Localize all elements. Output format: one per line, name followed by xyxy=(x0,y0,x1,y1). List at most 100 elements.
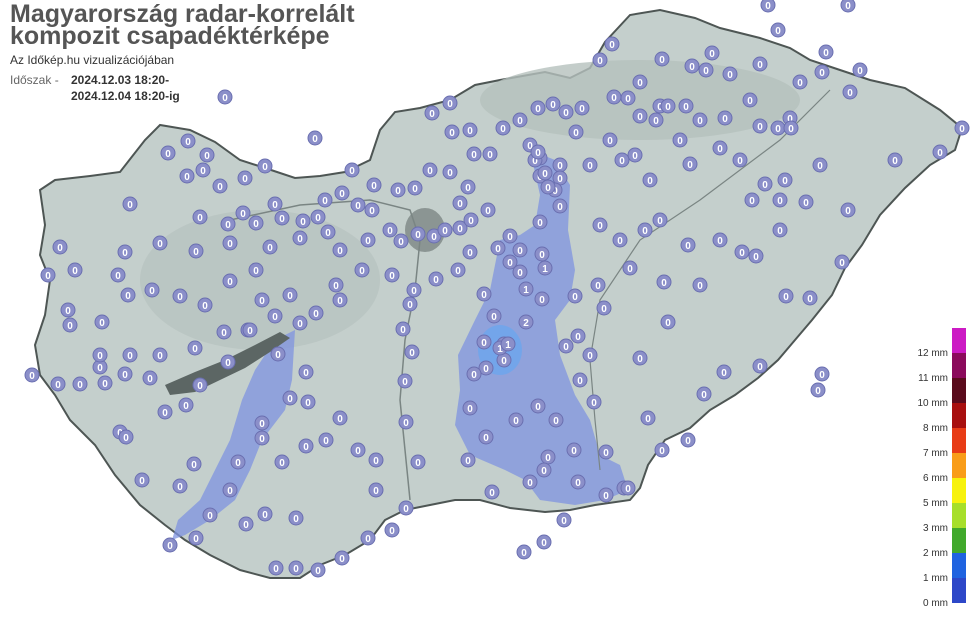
station-marker[interactable]: 0 xyxy=(122,196,138,212)
station-marker[interactable]: 0 xyxy=(134,472,150,488)
station-marker[interactable]: 0 xyxy=(778,288,794,304)
station-marker[interactable]: 0 xyxy=(567,288,583,304)
station-marker[interactable]: 0 xyxy=(660,314,676,330)
station-marker[interactable]: 0 xyxy=(187,340,203,356)
station-marker[interactable]: 0 xyxy=(712,140,728,156)
station-marker[interactable]: 0 xyxy=(632,108,648,124)
station-marker[interactable]: 0 xyxy=(540,449,556,465)
station-marker[interactable]: 0 xyxy=(810,382,826,398)
station-marker[interactable]: 0 xyxy=(217,89,233,105)
station-marker[interactable]: 0 xyxy=(622,260,638,276)
station-marker[interactable]: 0 xyxy=(716,364,732,380)
station-marker[interactable]: 0 xyxy=(452,195,468,211)
station-marker[interactable]: 0 xyxy=(818,44,834,60)
station-marker[interactable]: 0 xyxy=(192,209,208,225)
station-marker[interactable]: 0 xyxy=(292,230,308,246)
station-marker[interactable]: 0 xyxy=(368,452,384,468)
station-marker[interactable]: 0 xyxy=(422,162,438,178)
station-marker[interactable]: 0 xyxy=(534,246,550,262)
station-marker[interactable]: 0 xyxy=(220,354,236,370)
station-marker[interactable]: 0 xyxy=(180,133,196,149)
station-marker[interactable]: 0 xyxy=(537,165,553,181)
station-marker[interactable]: 0 xyxy=(160,145,176,161)
station-marker[interactable]: 1 xyxy=(500,336,516,352)
station-marker[interactable]: 0 xyxy=(178,397,194,413)
station-marker[interactable]: 0 xyxy=(648,112,664,128)
station-marker[interactable]: 0 xyxy=(267,308,283,324)
station-marker[interactable]: 0 xyxy=(292,315,308,331)
station-marker[interactable]: 0 xyxy=(450,262,466,278)
station-marker[interactable]: 0 xyxy=(442,164,458,180)
station-marker[interactable]: 0 xyxy=(770,120,786,136)
station-marker[interactable]: 0 xyxy=(654,442,670,458)
station-marker[interactable]: 0 xyxy=(397,373,413,389)
station-marker[interactable]: 0 xyxy=(402,296,418,312)
station-marker[interactable]: 0 xyxy=(592,217,608,233)
station-marker[interactable]: 0 xyxy=(172,478,188,494)
station-marker[interactable]: 0 xyxy=(734,244,750,260)
station-marker[interactable]: 0 xyxy=(696,386,712,402)
station-marker[interactable]: 0 xyxy=(142,370,158,386)
station-marker[interactable]: 0 xyxy=(118,429,134,445)
station-marker[interactable]: 0 xyxy=(257,158,273,174)
station-marker[interactable]: 0 xyxy=(772,222,788,238)
station-marker[interactable]: 0 xyxy=(536,462,552,478)
station-marker[interactable]: 0 xyxy=(444,124,460,140)
station-marker[interactable]: 0 xyxy=(672,132,688,148)
station-marker[interactable]: 0 xyxy=(97,375,113,391)
station-marker[interactable]: 0 xyxy=(230,454,246,470)
station-marker[interactable]: 0 xyxy=(317,192,333,208)
station-marker[interactable]: 0 xyxy=(566,442,582,458)
station-marker[interactable]: 0 xyxy=(574,100,590,116)
station-marker[interactable]: 0 xyxy=(274,454,290,470)
station-marker[interactable]: 0 xyxy=(220,216,236,232)
station-marker[interactable]: 0 xyxy=(235,205,251,221)
station-marker[interactable]: 0 xyxy=(262,239,278,255)
station-marker[interactable]: 0 xyxy=(460,452,476,468)
station-marker[interactable]: 0 xyxy=(110,267,126,283)
station-marker[interactable]: 0 xyxy=(627,147,643,163)
station-marker[interactable]: 0 xyxy=(424,105,440,121)
station-marker[interactable]: 0 xyxy=(298,438,314,454)
station-marker[interactable]: 0 xyxy=(532,214,548,230)
station-marker[interactable]: 0 xyxy=(288,560,304,576)
station-marker[interactable]: 0 xyxy=(238,516,254,532)
station-marker[interactable]: 0 xyxy=(40,267,56,283)
station-marker[interactable]: 0 xyxy=(604,36,620,52)
station-marker[interactable]: 0 xyxy=(307,130,323,146)
station-marker[interactable]: 0 xyxy=(760,0,776,13)
station-marker[interactable]: 0 xyxy=(463,212,479,228)
station-marker[interactable]: 0 xyxy=(368,482,384,498)
station-marker[interactable]: 0 xyxy=(502,228,518,244)
station-marker[interactable]: 0 xyxy=(318,432,334,448)
station-marker[interactable]: 0 xyxy=(462,122,478,138)
station-marker[interactable]: 0 xyxy=(582,347,598,363)
station-marker[interactable]: 0 xyxy=(382,222,398,238)
station-marker[interactable]: 0 xyxy=(384,267,400,283)
station-marker[interactable]: 0 xyxy=(954,120,970,136)
station-marker[interactable]: 0 xyxy=(637,222,653,238)
station-marker[interactable]: 0 xyxy=(122,347,138,363)
station-marker[interactable]: 0 xyxy=(186,456,202,472)
station-marker[interactable]: 0 xyxy=(52,239,68,255)
station-marker[interactable]: 0 xyxy=(197,297,213,313)
station-marker[interactable]: 0 xyxy=(50,376,66,392)
station-marker[interactable]: 0 xyxy=(334,185,350,201)
station-marker[interactable]: 0 xyxy=(660,98,676,114)
station-marker[interactable]: 0 xyxy=(404,344,420,360)
station-marker[interactable]: 0 xyxy=(72,376,88,392)
station-marker[interactable]: 0 xyxy=(548,412,564,428)
station-marker[interactable]: 0 xyxy=(308,305,324,321)
station-marker[interactable]: 0 xyxy=(237,170,253,186)
station-marker[interactable]: 0 xyxy=(144,282,160,298)
station-marker[interactable]: 0 xyxy=(582,157,598,173)
station-marker[interactable]: 0 xyxy=(752,56,768,72)
station-marker[interactable]: 0 xyxy=(486,308,502,324)
station-marker[interactable]: 0 xyxy=(332,410,348,426)
station-marker[interactable]: 0 xyxy=(802,290,818,306)
station-marker[interactable]: 0 xyxy=(748,248,764,264)
station-marker[interactable]: 0 xyxy=(202,507,218,523)
station-marker[interactable]: 0 xyxy=(712,232,728,248)
station-marker[interactable]: 0 xyxy=(840,202,856,218)
